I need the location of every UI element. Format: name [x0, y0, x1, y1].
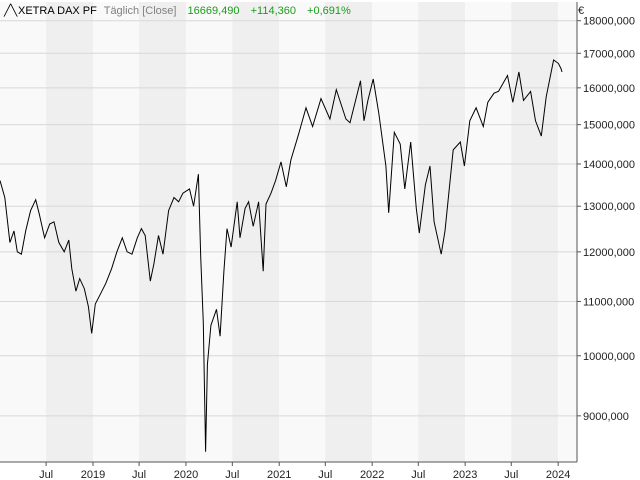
band-6: [279, 2, 326, 462]
instrument-name: XETRA DAX PF: [18, 5, 97, 17]
y-tick-label: 18000,000: [583, 16, 635, 28]
y-tick-label: 13000,000: [583, 201, 635, 213]
y-tick-label: 14000,000: [583, 159, 635, 171]
y-tick-label: 9000,000: [583, 411, 629, 423]
y-tick-label: 12000,000: [583, 247, 635, 259]
x-tick-label: Jul: [132, 469, 146, 480]
y-tick-label: 16000,000: [583, 83, 635, 95]
band-3: [139, 2, 186, 462]
band-12: [558, 2, 577, 462]
currency-label: €: [578, 5, 584, 17]
x-tick-label: Jul: [411, 469, 425, 480]
band-8: [372, 2, 419, 462]
band-2: [92, 2, 140, 462]
x-tick-label: 2019: [81, 469, 105, 480]
background-bands: [0, 2, 577, 462]
x-tick-label: Jul: [318, 469, 332, 480]
band-10: [465, 2, 512, 462]
instrument-icon: ╱╲: [3, 3, 19, 17]
x-axis-ticks: Jul 2019 Jul 2020 Jul 2021 Jul 2022 Jul 2023 Jul 20…: [39, 462, 570, 480]
band-1: [46, 2, 93, 462]
x-tick-label: 2023: [453, 469, 477, 480]
y-axis-ticks: 9000,000 10000,000 11000,000 12000,000 13000…: [577, 16, 635, 423]
change-absolute: +114,360: [251, 5, 296, 17]
band-4: [185, 2, 233, 462]
last-value: 16669,490: [188, 5, 240, 17]
y-tick-label: 11000,000: [583, 296, 634, 308]
y-tick-label: 17000,000: [583, 48, 635, 60]
y-tick-label: 15000,000: [583, 120, 635, 132]
x-tick-label: Jul: [39, 469, 53, 480]
band-9: [418, 2, 466, 462]
svg-text:XETRA DAX PF Täglich [Cl: XETRA DAX PF Täglich [Close] 16669,490 +…: [18, 5, 351, 17]
gridlines: [0, 20, 577, 417]
interval-label: Täglich [Close]: [104, 5, 177, 17]
x-tick-label: Jul: [504, 469, 518, 480]
band-0: [0, 2, 47, 462]
price-line-series: [0, 59, 563, 452]
change-percent: +0,691%: [307, 5, 351, 17]
band-5: [232, 2, 280, 462]
plot-border: [0, 2, 578, 463]
band-7: [325, 2, 373, 462]
x-tick-label: 2024: [546, 469, 570, 480]
header-legend: ╱╲ XETRA DAX PF Täglich [Close] 16669,49…: [3, 3, 351, 17]
y-tick-label: 10000,000: [583, 351, 635, 363]
x-tick-label: 2021: [267, 469, 291, 480]
x-tick-label: 2020: [174, 469, 198, 480]
x-tick-label: Jul: [225, 469, 239, 480]
x-tick-label: 2022: [360, 469, 384, 480]
